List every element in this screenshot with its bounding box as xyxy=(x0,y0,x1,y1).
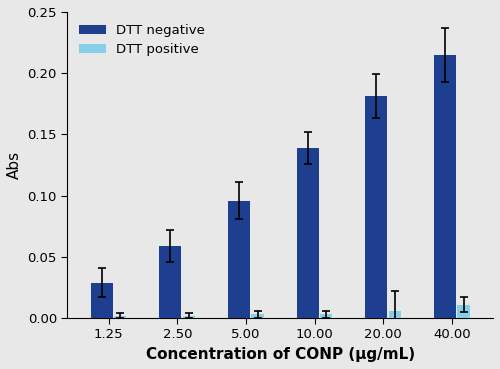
Bar xyxy=(114,315,126,318)
X-axis label: Concentration of CONP (μg/mL): Concentration of CONP (μg/mL) xyxy=(146,347,415,362)
Bar xyxy=(252,314,264,318)
Bar xyxy=(388,311,401,318)
Bar xyxy=(320,314,332,318)
Y-axis label: Abs: Abs xyxy=(7,151,22,179)
Bar xyxy=(183,315,195,318)
Bar xyxy=(434,55,456,318)
Bar xyxy=(458,305,469,318)
Bar xyxy=(296,148,318,318)
Bar xyxy=(160,246,182,318)
Legend: DTT negative, DTT positive: DTT negative, DTT positive xyxy=(74,18,210,62)
Bar xyxy=(228,200,250,318)
Bar xyxy=(366,96,388,318)
Bar xyxy=(91,283,112,318)
